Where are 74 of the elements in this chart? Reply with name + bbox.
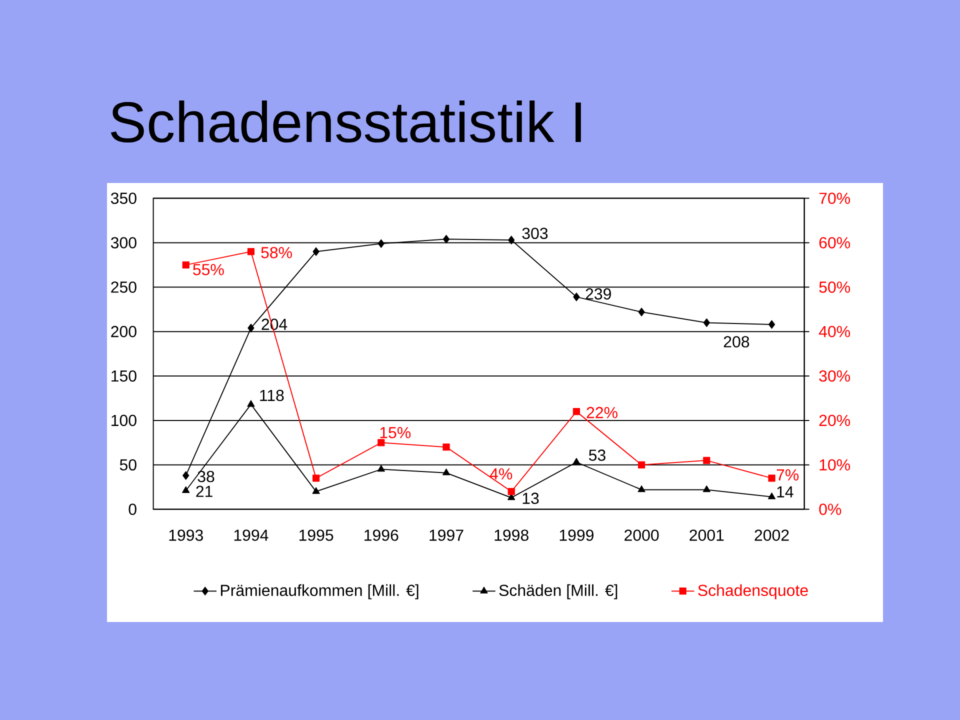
y-tick-label: 200 (111, 326, 136, 338)
y2-tick-label: 60% (819, 237, 850, 248)
legend-label: Schadensquote (698, 584, 808, 600)
data-label: 53 (588, 450, 606, 461)
point (378, 439, 385, 446)
point (442, 234, 450, 244)
point (378, 239, 385, 248)
data-label: 22% (586, 406, 618, 418)
x-tick-label: 1996 (364, 530, 398, 541)
data-label: 303 (522, 228, 548, 240)
x-tick-label: 2000 (624, 530, 659, 541)
data-label: 7% (776, 469, 799, 480)
y-tick-label: 150 (112, 370, 136, 382)
data-label: 15% (380, 427, 411, 438)
y-tick-label: 350 (110, 192, 136, 204)
chart-title: Schadensstatistik I (110, 100, 581, 143)
data-label: 118 (260, 390, 284, 402)
data-label: 208 (724, 336, 750, 348)
data-label: 21 (196, 486, 212, 497)
data-label: 58% (261, 246, 292, 258)
point (247, 400, 255, 407)
point (638, 308, 645, 316)
x-tick-label: 1994 (234, 530, 268, 541)
x-tick-label: 1995 (299, 530, 334, 541)
legend-label: Prämienaufkommen [Mill. €] (220, 584, 418, 600)
y2-tick-label: 10% (820, 459, 850, 471)
point (312, 247, 320, 256)
point (702, 485, 711, 492)
point (312, 474, 320, 482)
point (508, 488, 515, 496)
point (572, 408, 580, 416)
y2-tick-label: 0% (819, 504, 842, 515)
y-tick-label: 300 (110, 237, 136, 248)
data-label: 4% (490, 468, 512, 480)
point (182, 261, 190, 268)
point (703, 318, 710, 328)
point (768, 320, 776, 329)
data-label: 38 (198, 470, 214, 482)
point (248, 324, 254, 332)
legend-label: Schäden [Mill. €] (499, 584, 618, 600)
point (442, 468, 450, 476)
point (638, 461, 646, 468)
point (442, 444, 450, 451)
x-tick-label: 1993 (169, 530, 203, 541)
y-tick-label: 0 (128, 504, 136, 515)
x-tick-label: 1999 (560, 530, 594, 541)
point (768, 474, 776, 482)
y-tick-label: 250 (111, 281, 136, 293)
point (638, 485, 646, 492)
x-tick-label: 1998 (494, 530, 528, 541)
point (182, 471, 190, 480)
y-tick-label: 50 (120, 459, 136, 471)
point (508, 236, 515, 245)
y-tick-label: 100 (112, 414, 136, 426)
data-label: 13 (522, 492, 539, 504)
point (573, 292, 580, 302)
y2-tick-label: 30% (819, 370, 850, 382)
point (703, 456, 710, 464)
data-label: 14 (777, 486, 794, 498)
point (377, 464, 386, 472)
point (182, 486, 190, 493)
point (247, 248, 255, 256)
x-tick-label: 1997 (430, 530, 464, 541)
x-tick-label: 2001 (690, 530, 724, 541)
x-tick-label: 2002 (754, 530, 789, 541)
y2-tick-label: 50% (819, 282, 850, 293)
y2-tick-label: 70% (819, 192, 850, 204)
point (312, 487, 320, 494)
y2-tick-label: 40% (818, 326, 850, 338)
point (768, 492, 776, 500)
data-label: 239 (586, 288, 611, 300)
point (572, 458, 580, 465)
y2-tick-label: 20% (819, 414, 850, 426)
data-label: 55% (193, 264, 224, 276)
